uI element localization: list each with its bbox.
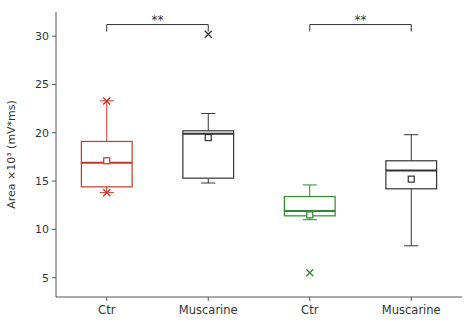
box [81,141,132,186]
whisker-cap [201,183,215,184]
x-tick-label: Muscarine [179,303,238,317]
y-tick [52,132,56,133]
x-axis-line [56,297,462,298]
plot-area [81,31,436,277]
whisker-cap [303,184,317,185]
x-tick [208,297,209,301]
box [183,131,234,178]
flier [103,189,110,196]
whisker-cap [404,134,418,135]
y-tick-label: 10 [35,223,49,236]
whisker [411,135,412,161]
mean-marker [104,158,110,164]
x-tick [106,297,107,301]
whisker-cap [303,219,317,220]
x-tick [309,297,310,301]
y-tick [52,229,56,230]
x-tick-label: Ctr [98,303,116,317]
mean-marker [408,176,414,182]
flier [205,31,212,38]
significance-label: ** [355,13,367,27]
box [386,161,437,189]
y-tick [52,181,56,182]
whisker [411,189,412,246]
y-tick [52,36,56,37]
y-tick-label: 20 [35,127,49,140]
y-tick-label: 30 [35,30,49,43]
x-tick-label: Muscarine [382,303,441,317]
median [386,169,437,171]
x-tick-label: Ctr [301,303,319,317]
whisker [106,101,107,142]
y-axis-line [56,12,57,297]
y-tick [52,84,56,85]
chart: 5 10 15 20 25 30 Ctr Muscarine Ctr Muscarine Area … [0,0,474,327]
whisker [208,113,209,130]
whisker [208,178,209,183]
x-tick [411,297,412,301]
mean-marker [205,135,211,141]
flier [306,269,313,276]
y-tick-label: 15 [35,175,49,188]
y-tick-label: 25 [35,78,49,91]
y-tick-label: 5 [42,272,49,285]
whisker-cap [201,113,215,114]
y-tick [52,277,56,278]
significance-label: ** [152,13,164,27]
mean-marker [307,212,313,218]
whisker [309,185,310,197]
flier [103,97,110,104]
y-axis-label: Area ×10³ (mV*ms) [5,100,18,209]
whisker-cap [404,245,418,246]
